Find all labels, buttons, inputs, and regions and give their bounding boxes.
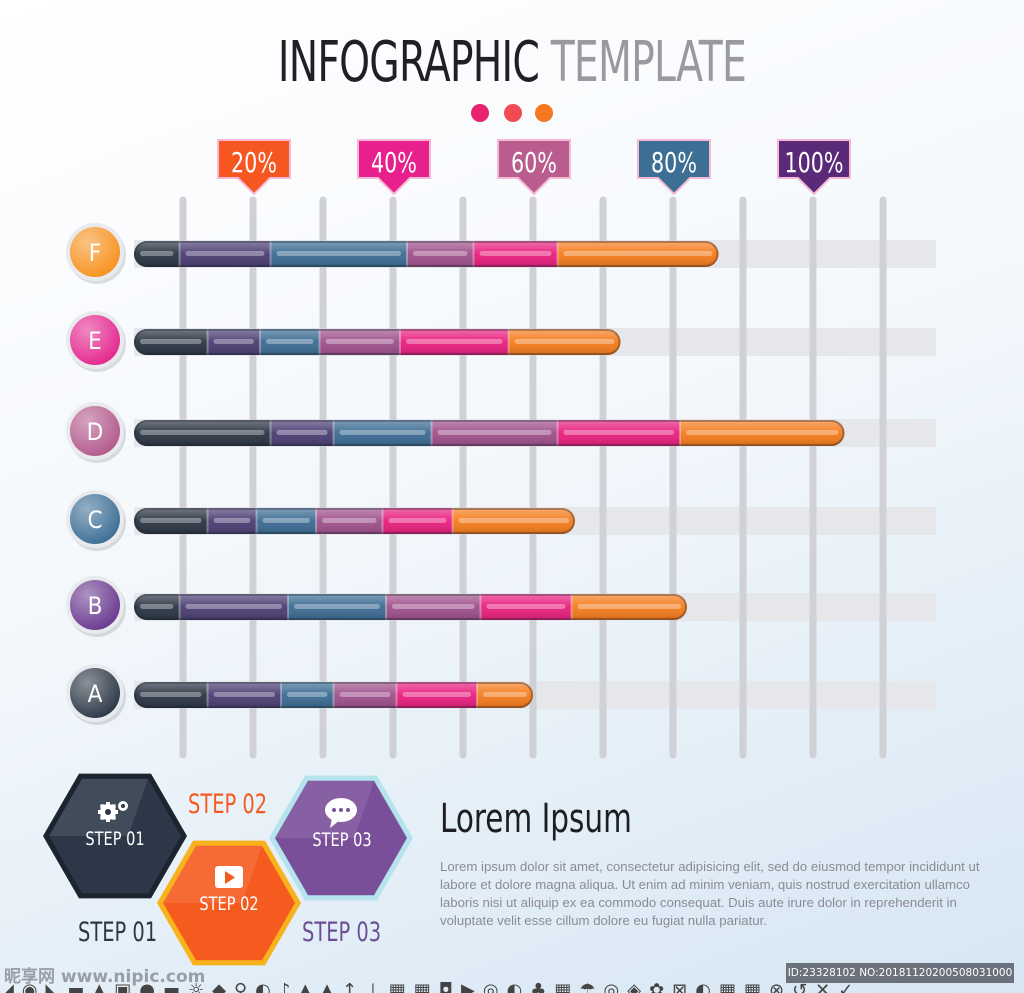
percent-marker-label: 20% <box>231 147 277 180</box>
hex-step-02-label: STEP 02 <box>199 893 259 915</box>
percent-marker-label: 80% <box>651 147 697 180</box>
step-03-caption: STEP 03 <box>302 917 382 948</box>
video-play-icon <box>215 866 243 888</box>
hexagon-step-01-fill <box>49 778 181 894</box>
chat-bubble-icon-dot <box>332 808 336 812</box>
category-ball-A: A <box>66 664 126 725</box>
bar-gloss <box>134 329 621 355</box>
category-ball-shine <box>70 315 120 365</box>
video-play-icon-triangle <box>225 871 235 884</box>
hexagon-step-03-shine <box>275 780 374 838</box>
chat-bubble-icon-tail <box>330 818 340 828</box>
percent-marker-badge <box>777 139 851 196</box>
hexagon-step-02-shine <box>163 845 262 903</box>
bar-row-C <box>134 508 575 534</box>
page-title: INFOGRAPHIC TEMPLATE <box>113 28 912 98</box>
hex-step-03-label: STEP 03 <box>312 829 372 851</box>
percent-marker-badge <box>217 139 291 196</box>
category-ball-B: B <box>66 576 126 637</box>
bar-gloss <box>134 241 719 267</box>
chat-bubble-icon-dot <box>346 808 350 812</box>
category-label: C <box>87 506 102 534</box>
gear-icon-tooth <box>111 804 116 809</box>
percent-marker-label: 100% <box>784 147 843 180</box>
dot-3 <box>535 104 553 122</box>
category-ball-E: E <box>66 311 126 372</box>
bar-outline <box>134 682 533 708</box>
bar-outline <box>134 508 575 534</box>
hexagon-step-01-shine <box>49 778 148 836</box>
chat-bubble-icon-dot <box>339 808 343 812</box>
dot-2 <box>504 104 522 122</box>
gear-icon-tooth <box>100 804 105 809</box>
gear-icon-tooth <box>106 802 110 806</box>
hex-step-01-label: STEP 01 <box>85 828 145 850</box>
percent-marker-badge <box>357 139 431 196</box>
category-label: A <box>88 680 103 708</box>
bar-gloss <box>134 508 575 534</box>
hexagon-step-03 <box>269 775 413 901</box>
category-ball-shine <box>70 668 120 718</box>
gear-icon-tooth <box>106 818 110 822</box>
watermark: 昵享网 www.nipic.com <box>4 967 206 987</box>
percent-marker-badge <box>637 139 711 196</box>
bar-row-B <box>134 594 687 620</box>
chat-bubble-icon <box>325 798 357 828</box>
bar-gloss <box>134 420 845 446</box>
percent-marker-badge <box>497 139 571 196</box>
bar-gloss <box>134 594 687 620</box>
bar-row-A <box>134 682 533 708</box>
category-ball-shine <box>70 406 120 456</box>
category-ball-shine <box>70 494 120 544</box>
lorem-title: Lorem Ipsum <box>440 796 632 842</box>
bar-gloss <box>134 682 533 708</box>
category-label: E <box>88 327 102 355</box>
category-ball-F: F <box>66 223 126 284</box>
category-label: F <box>89 239 101 267</box>
gear-icon-tooth <box>111 815 116 820</box>
hexagon-step-02 <box>157 840 301 966</box>
gear-icon-tooth <box>114 810 118 814</box>
bar-outline <box>134 241 719 267</box>
percent-marker-label: 40% <box>371 147 417 180</box>
category-ball-C: C <box>66 490 126 551</box>
gear-icon-tooth <box>100 815 105 820</box>
lorem-body: Lorem ipsum dolor sit amet, consectetur … <box>440 859 980 928</box>
percent-marker-2: 40% <box>357 139 431 196</box>
title-part-1: INFOGRAPHIC <box>277 30 540 95</box>
hexagon-step-01 <box>43 773 187 899</box>
hexagon-step-02-fill <box>163 845 295 961</box>
bar-outline <box>134 420 845 446</box>
image-id-badge: ID:23328102 NO:20181120200508031000 <box>786 963 1014 983</box>
bar-outline <box>134 594 687 620</box>
icon-strip: ◢◉◣▬▲▣●▬☼◆♀◐♪▲▲↑⊥▦▦◘▶◎◐♣▦☂◎◈✿⊠◐▦▦⊗↺✕✓ <box>0 982 862 993</box>
category-ball-shine <box>70 580 120 630</box>
percent-marker-5: 100% <box>777 139 851 196</box>
step-01-caption: STEP 01 <box>78 917 158 948</box>
percent-marker-3: 60% <box>497 139 571 196</box>
bar-outline <box>134 329 621 355</box>
gear-icon-small-hole <box>121 804 125 808</box>
bar-row-E <box>134 329 621 355</box>
category-label: B <box>88 592 103 620</box>
category-label: D <box>87 418 104 446</box>
title-part-2: TEMPLATE <box>550 30 747 95</box>
gear-icon <box>98 801 128 822</box>
hexagon-step-03-fill <box>275 780 407 896</box>
bar-row-D <box>134 420 845 446</box>
percent-marker-4: 80% <box>637 139 711 196</box>
step-02-caption: STEP 02 <box>188 789 268 820</box>
percent-marker-1: 20% <box>217 139 291 196</box>
bar-row-F <box>134 241 719 267</box>
gear-icon-tooth <box>98 810 102 814</box>
category-ball-D: D <box>66 402 126 463</box>
gear-icon-hole <box>105 809 111 815</box>
percent-marker-label: 60% <box>511 147 557 180</box>
category-ball-shine <box>70 227 120 277</box>
dot-1 <box>471 104 489 122</box>
